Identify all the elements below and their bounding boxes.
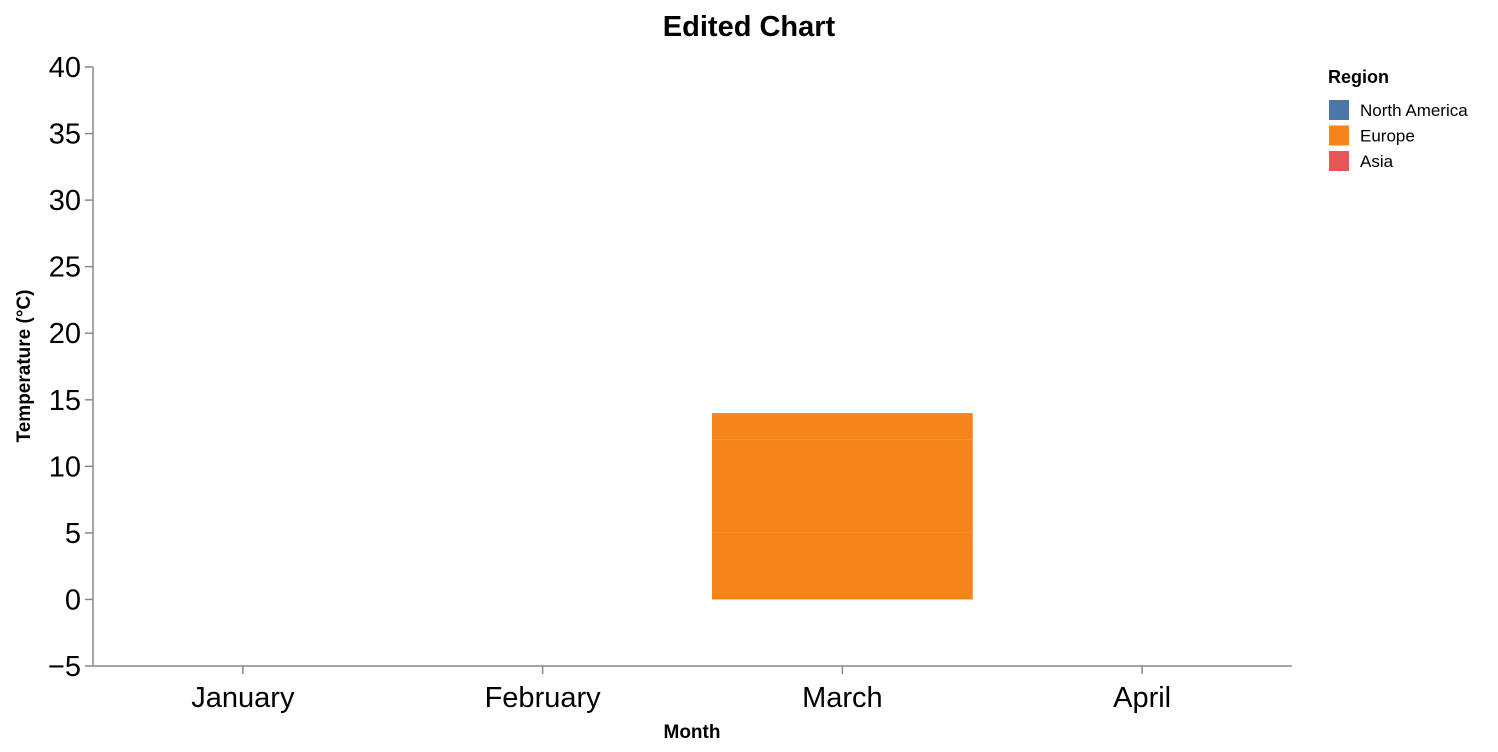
y-tick-label: 5 — [65, 518, 81, 550]
legend-label: North America — [1360, 101, 1468, 120]
y-tick-label: 0 — [65, 584, 81, 616]
legend-label: Europe — [1360, 127, 1415, 146]
y-tick-label: 20 — [49, 318, 81, 350]
legend-title: Region — [1328, 67, 1389, 87]
y-axis-title: Temperature (°C) — [14, 290, 35, 443]
y-tick-label: −5 — [48, 651, 81, 683]
x-tick-label: February — [485, 682, 602, 714]
x-axis-ticks: January February March April — [191, 666, 1171, 714]
y-tick-label: 10 — [49, 451, 81, 483]
x-tick-label: January — [191, 682, 295, 714]
y-axis-ticks: −5 0 5 10 15 20 25 30 35 40 — [48, 52, 93, 683]
bar-segment[interactable] — [711, 532, 973, 600]
legend-label: Asia — [1360, 152, 1394, 171]
y-tick-label: 15 — [49, 385, 81, 417]
x-axis-title: Month — [664, 722, 721, 743]
y-tick-label: 25 — [49, 252, 81, 284]
y-tick-label: 30 — [49, 185, 81, 217]
legend-swatch — [1329, 151, 1349, 171]
chart-title: Edited Chart — [663, 11, 836, 43]
x-tick-label: April — [1113, 682, 1171, 714]
legend-swatch — [1329, 100, 1349, 120]
legend: Region North America Europe Asia — [1328, 67, 1468, 171]
y-tick-label: 35 — [49, 119, 81, 151]
plot-area: −5 0 5 10 15 20 25 30 35 40 January February March A… — [48, 52, 1292, 714]
y-tick-label: 40 — [49, 52, 81, 84]
x-tick-label: March — [802, 682, 883, 714]
legend-swatch — [1329, 125, 1349, 146]
bar-segment[interactable] — [711, 439, 973, 533]
bars — [711, 413, 973, 600]
bar-segment[interactable] — [711, 413, 973, 440]
